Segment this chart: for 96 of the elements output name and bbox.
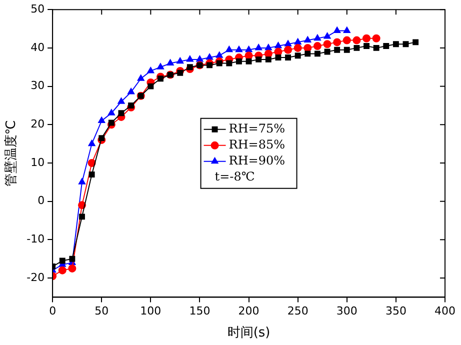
point [186,55,194,62]
point [313,42,322,50]
point [323,40,332,48]
point [98,135,105,142]
point [275,54,282,61]
point [256,56,262,62]
point [373,44,380,51]
x-tick-label: 400 [434,304,456,318]
point [364,43,370,50]
point [392,41,399,48]
y-tick-label: -10 [26,232,45,246]
point [69,256,76,262]
x-tick-label: 250 [287,304,308,318]
y-tick-label: 10 [30,156,45,169]
y-tick-label: -20 [26,270,45,284]
y-axis-title: 管壁温度℃ [3,120,20,187]
point [294,44,302,52]
x-tick-label: 200 [238,304,260,318]
legend-label: RH=90% [228,154,286,168]
y-tick-label: 30 [30,79,45,92]
point [284,40,292,46]
point [108,120,114,126]
point [294,52,301,59]
y-tick-label: 0 [38,194,45,208]
point [284,46,292,54]
x-tick-label: 50 [94,304,109,318]
point [314,50,320,57]
x-tick-label: 300 [336,304,358,318]
point [79,214,85,220]
point [383,43,390,50]
x-axis-title: 时间(s) [227,326,270,341]
point [354,44,360,51]
point [186,64,193,70]
point [166,59,174,66]
point [274,42,282,48]
y-tick-label: 20 [30,118,45,130]
point [78,178,86,184]
point [128,102,134,108]
x-tick-label: 0 [49,304,56,318]
point [372,34,380,42]
point [98,116,106,124]
x-tick-label: 150 [189,304,210,318]
point [196,55,204,62]
point [334,26,341,33]
point [176,57,184,64]
point [285,54,291,61]
point [88,172,95,178]
legend-label: RH=85% [228,138,286,152]
point [304,50,311,57]
point [402,41,409,48]
point [128,88,135,94]
annotation: t=-8℃ [214,170,255,184]
point [236,58,242,64]
point [342,36,351,44]
point [137,74,144,81]
point [216,52,223,58]
point [206,62,213,68]
point [235,46,243,52]
point [108,109,115,116]
point [58,266,66,274]
point [412,39,419,46]
point [294,38,302,44]
point [206,54,214,60]
point [352,36,361,44]
point [88,140,96,146]
point [226,60,232,66]
point [118,110,124,116]
point [265,56,272,62]
point [148,83,154,90]
x-tick-label: 350 [385,304,406,318]
point [264,44,272,50]
point [343,26,350,33]
point [245,46,252,52]
point [156,63,164,70]
point [216,60,222,66]
y-tick-label: 50 [30,2,45,16]
point [68,264,76,272]
point [118,98,125,104]
legend-label: RH=75% [228,122,286,136]
point [324,48,330,55]
point [333,38,342,46]
point [226,46,233,52]
point [324,32,331,39]
point [246,58,252,64]
y-tick-label: 40 [30,40,45,54]
point [314,34,321,41]
point [59,258,66,264]
point [334,46,340,53]
point [177,70,184,76]
point [304,36,312,43]
point [344,46,350,53]
point [147,66,154,74]
x-tick-label: 100 [140,304,162,318]
point [362,34,371,42]
point [255,44,262,50]
point [158,76,164,82]
